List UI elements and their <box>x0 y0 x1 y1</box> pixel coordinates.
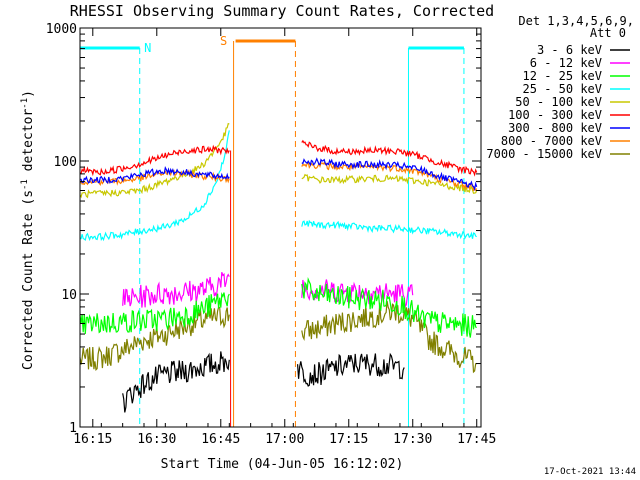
legend-label-7: 800 - 7000 keV <box>501 134 602 148</box>
legend-label-0: 3 - 6 keV <box>537 43 602 57</box>
y-tick-label-1: 10 <box>61 288 77 303</box>
x-tick-label-1: 16:30 <box>137 432 176 447</box>
series-line-4-segment-1 <box>301 173 478 194</box>
x-tick-label-5: 17:30 <box>393 432 432 447</box>
chart-title: RHESSI Observing Summary Count Rates, Co… <box>70 2 494 20</box>
series-line-2-segment-1 <box>301 277 477 338</box>
series-layer <box>79 123 478 427</box>
x-tick-label-0: 16:15 <box>73 432 112 447</box>
generation-date: 17-Oct-2021 13:44 <box>544 467 636 477</box>
legend-label-3: 25 - 50 keV <box>523 82 602 96</box>
x-tick-label-6: 17:45 <box>457 432 496 447</box>
legend-label-1: 6 - 12 keV <box>530 56 602 70</box>
saa-label: S <box>220 34 227 48</box>
legend-label-4: 50 - 100 keV <box>515 95 602 109</box>
legend-label-8: 7000 - 15000 keV <box>486 147 602 161</box>
series-line-5-segment-1 <box>301 139 478 177</box>
x-tick-label-4: 17:15 <box>329 432 368 447</box>
series-line-0-segment-1 <box>297 352 405 387</box>
series-line-5-segment-0 <box>79 144 230 177</box>
x-axis-label: Start Time (04-Jun-05 16:12:02) <box>161 457 404 472</box>
y-axis-label: Corrected Count Rate (s-1 detector-1) <box>20 90 36 370</box>
night-label-0: N <box>144 41 151 55</box>
legend-label-2: 12 - 25 keV <box>523 69 602 83</box>
series-line-6-segment-0 <box>80 166 230 184</box>
y-tick-label-3: 1000 <box>46 22 77 37</box>
y-tick-label-0: 1 <box>69 421 77 436</box>
legend-label-6: 300 - 800 keV <box>508 121 602 135</box>
series-line-2-segment-0 <box>79 291 230 334</box>
legend-header-line-2: Att 0 <box>590 26 626 40</box>
y-axis: 1 10 100 1000 <box>46 22 481 436</box>
x-tick-label-2: 16:45 <box>201 432 240 447</box>
series-line-3-segment-0 <box>79 130 230 242</box>
y-tick-label-2: 100 <box>54 155 77 170</box>
legend-header-line-1: Det 1,3,4,5,6,9, <box>518 14 634 28</box>
series-line-3-segment-1 <box>301 219 477 240</box>
plot-frame <box>79 27 482 428</box>
series-line-8-segment-0 <box>79 306 230 371</box>
series-line-6-segment-1 <box>301 157 478 192</box>
x-axis: 16:15 16:30 16:45 17:00 17:15 17:30 17:45 <box>73 28 496 447</box>
series-line-0-segment-0 <box>122 351 230 413</box>
x-tick-label-3: 17:00 <box>265 432 304 447</box>
series-line-4-segment-0 <box>79 123 230 199</box>
series-line-8-segment-1 <box>301 300 477 374</box>
series-line-1-segment-0 <box>122 271 230 308</box>
legend-label-5: 100 - 300 keV <box>508 108 602 122</box>
